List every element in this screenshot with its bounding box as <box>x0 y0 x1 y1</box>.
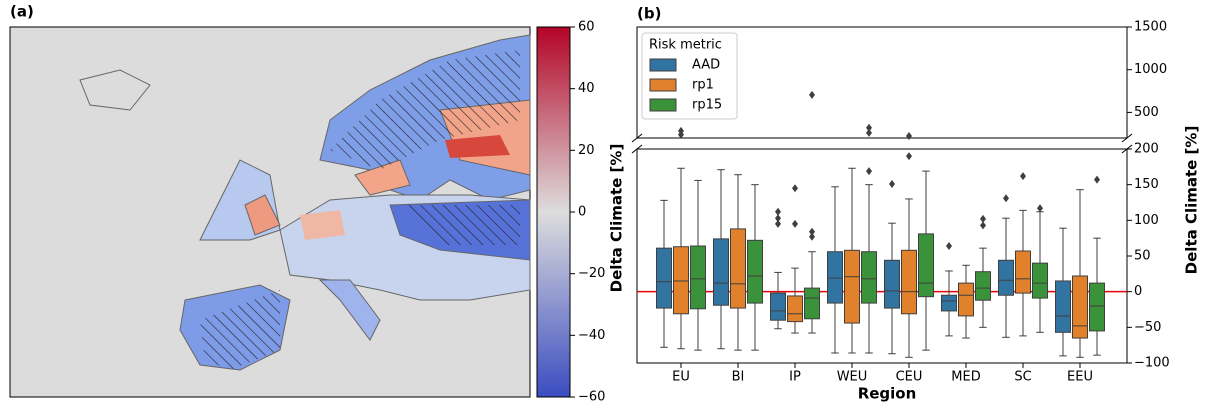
outlier <box>1037 204 1043 213</box>
box <box>770 292 786 321</box>
map <box>9 26 531 398</box>
outlier <box>809 232 815 241</box>
colorbar-tick-label: 0 <box>578 205 586 220</box>
box <box>673 246 689 315</box>
box <box>804 287 820 320</box>
outlier <box>866 167 872 176</box>
y-tick-label: 500 <box>1134 105 1159 120</box>
y-tick-label: 100 <box>1134 213 1159 228</box>
box <box>827 251 843 304</box>
outlier <box>1003 194 1009 203</box>
legend-swatch <box>649 98 677 112</box>
box <box>730 228 746 309</box>
y-tick-label: −50 <box>1134 320 1161 335</box>
y-axis-label: Delta Climate [%] <box>608 144 626 293</box>
outlier <box>792 184 798 193</box>
y-tick-label: 200 <box>1134 142 1159 157</box>
axis-break <box>631 144 643 154</box>
outlier <box>775 214 781 223</box>
y-tick-label: 1000 <box>1134 62 1167 77</box>
box <box>690 245 706 310</box>
legend-swatch <box>649 58 677 72</box>
y-tick-label: 150 <box>1134 177 1159 192</box>
x-tick-label: EU <box>672 370 690 385</box>
outlier <box>866 128 872 137</box>
box <box>975 271 991 301</box>
outlier <box>809 227 815 236</box>
box <box>884 259 900 309</box>
x-tick-label: EEU <box>1067 370 1093 385</box>
axes-frame <box>636 148 1128 364</box>
colorbar-tick-label: 20 <box>578 143 595 158</box>
box <box>1015 250 1031 294</box>
x-tick-label: SC <box>1014 370 1031 385</box>
outlier <box>889 179 895 188</box>
axes-frame <box>636 26 1128 139</box>
box <box>1055 280 1071 333</box>
outlier <box>980 214 986 223</box>
box <box>1089 282 1105 332</box>
colorbar-tick-label: −20 <box>578 266 605 281</box>
y-tick-label: 50 <box>1134 249 1151 264</box>
outlier <box>775 219 781 228</box>
colorbar <box>536 26 571 398</box>
outlier <box>906 152 912 161</box>
box <box>861 251 877 304</box>
outlier <box>678 130 684 139</box>
box <box>958 282 974 317</box>
x-axis-label: Region <box>858 385 917 403</box>
y-tick-label: 1500 <box>1134 20 1167 35</box>
legend-label: rp1 <box>692 78 714 93</box>
y-tick-label: −100 <box>1134 356 1170 371</box>
box <box>1072 275 1088 339</box>
legend-label: rp15 <box>692 98 722 113</box>
x-tick-label: MED <box>951 370 980 385</box>
legend-label: AAD <box>692 58 720 73</box>
outlier <box>906 132 912 141</box>
box <box>713 238 729 306</box>
colorbar-tick-label: 60 <box>578 20 595 35</box>
box <box>787 295 803 323</box>
outlier <box>792 219 798 228</box>
x-tick-label: BI <box>732 370 745 385</box>
panel-label: (b) <box>637 5 661 23</box>
outlier <box>775 207 781 216</box>
colorbar-tick-label: 40 <box>578 81 595 96</box>
box <box>1032 262 1048 299</box>
outlier <box>946 242 952 251</box>
box <box>918 233 934 298</box>
box <box>656 247 672 309</box>
x-tick-label: IP <box>789 370 801 385</box>
colorbar-tick-label: −40 <box>578 328 605 343</box>
legend <box>641 32 738 120</box>
x-tick-label: WEU <box>837 370 868 385</box>
axis-break <box>631 133 643 143</box>
box <box>844 249 860 324</box>
x-tick-label: CEU <box>896 370 923 385</box>
box <box>998 259 1014 296</box>
outlier <box>809 90 815 99</box>
colorbar-tick-label: −60 <box>578 390 605 404</box>
y2-axis-label: Delta Climate [%] <box>1183 126 1201 275</box>
outlier <box>1094 175 1100 184</box>
axis-break <box>1121 133 1133 143</box>
box <box>901 249 917 315</box>
y-tick-label: 0 <box>1134 284 1142 299</box>
outlier <box>1020 172 1026 181</box>
outlier <box>866 123 872 132</box>
panel-label: (a) <box>10 3 34 21</box>
legend-title: Risk metric <box>649 38 722 53</box>
box <box>747 239 763 304</box>
legend-swatch <box>649 78 677 92</box>
outlier <box>980 221 986 230</box>
box <box>941 294 957 312</box>
